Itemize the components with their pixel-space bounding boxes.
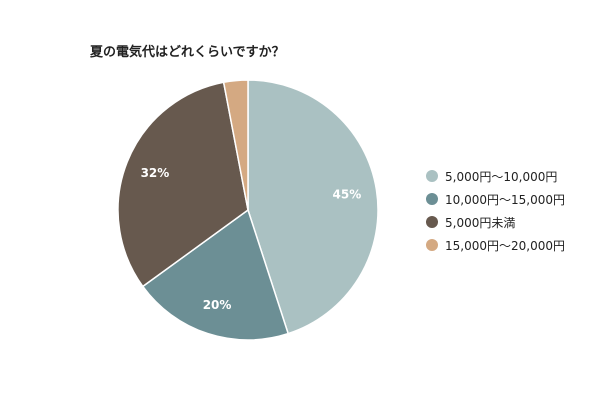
legend-label: 15,000円～20,000円 (445, 238, 565, 253)
legend-marker (426, 216, 438, 228)
pie-slice-label: 45% (333, 187, 362, 201)
pie-slice-label: 32% (141, 166, 170, 180)
legend-item[interactable]: 15,000円～20,000円 (426, 237, 565, 253)
pie-slices (117, 79, 379, 341)
pie-slice[interactable] (117, 81, 249, 288)
pie-slice-labels: 45% 20% 32% (141, 166, 362, 312)
legend-label: 10,000円～15,000円 (445, 192, 565, 207)
chart-title: 夏の電気代はどれくらいですか？ (90, 45, 285, 60)
pie-slice[interactable] (141, 208, 290, 341)
pie-slice-label: 20% (203, 298, 232, 312)
legend-item[interactable]: 10,000円～15,000円 (426, 191, 565, 207)
legend: 5,000円～10,000円 10,000円～15,000円 5,000円未満 … (426, 168, 565, 260)
pie-slice[interactable] (222, 79, 249, 211)
legend-marker (426, 239, 438, 251)
legend-item[interactable]: 5,000円～10,000円 (426, 168, 565, 184)
legend-label: 5,000円～10,000円 (445, 169, 558, 184)
legend-label: 5,000円未満 (445, 215, 516, 230)
legend-marker (426, 170, 438, 182)
pie-slice[interactable] (247, 79, 379, 335)
legend-marker (426, 193, 438, 205)
legend-item[interactable]: 5,000円未満 (426, 214, 565, 230)
